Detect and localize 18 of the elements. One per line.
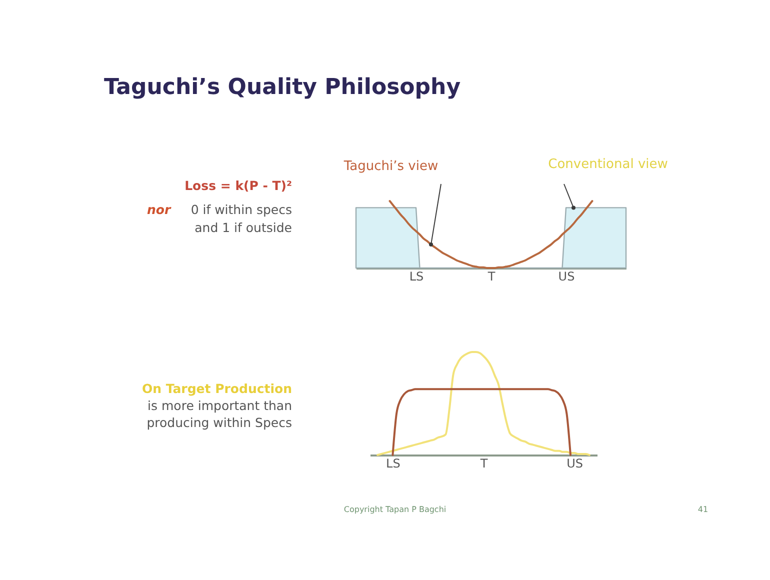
text: producing within Specs [146,415,292,430]
text: Taguchi’s view [342,159,438,174]
x-tick-label: US [566,456,584,470]
text: and 1 if outside [194,220,292,235]
x-tick-label: T [486,270,496,284]
text: nor [147,202,172,217]
text: Loss = k(P - T)² [184,178,292,193]
chart-title: Taguchi’s Quality Philosophy [104,75,461,100]
x-tick-label: LS [409,270,424,284]
x-tick-label: T [479,456,488,470]
text: 0 if within specs [190,202,292,217]
x-tick-label: LS [386,456,400,470]
text: On Target Production [142,381,292,396]
text: Copyright Tapan P Bagchi [344,505,446,514]
text: Conventional view [548,157,668,172]
text: is more important than [148,398,292,413]
x-tick-label: US [558,270,575,284]
text: 41 [698,505,708,514]
